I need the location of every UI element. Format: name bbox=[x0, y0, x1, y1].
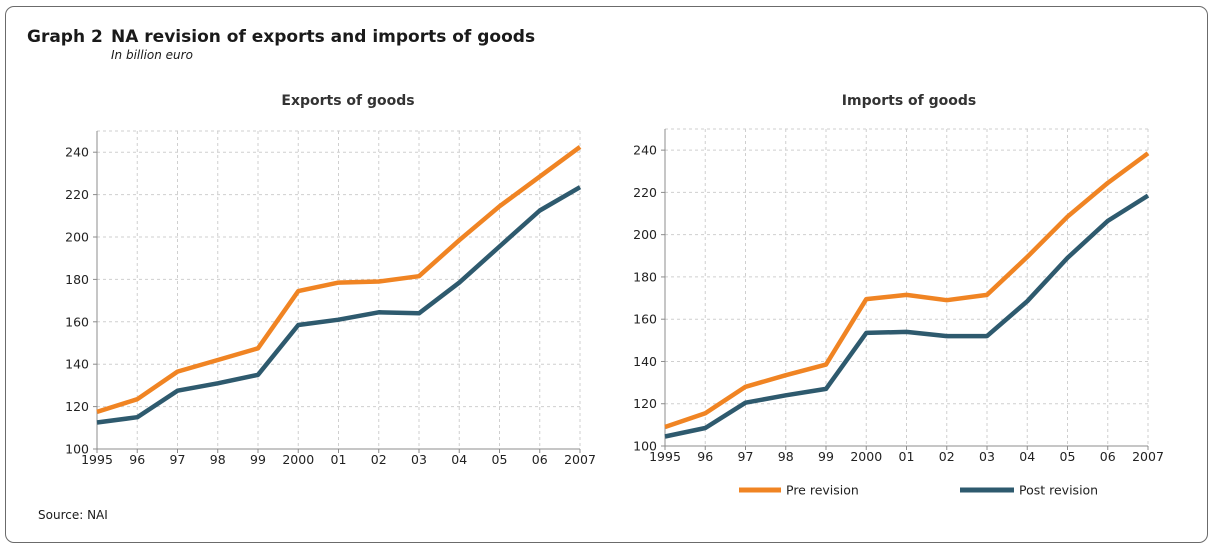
exports-y-tick-label: 140 bbox=[65, 357, 89, 372]
exports-x-tick-label: 1995 bbox=[81, 452, 113, 467]
exports-y-tick-label: 240 bbox=[65, 145, 89, 160]
graph-title: NA revision of exports and imports of go… bbox=[111, 27, 536, 47]
imports-y-tick-label: 220 bbox=[633, 185, 657, 200]
imports-x-tick-label: 05 bbox=[1060, 449, 1076, 464]
exports-x-tick-label: 2007 bbox=[564, 452, 596, 467]
exports-series-line-post-revision bbox=[96, 185, 582, 425]
exports-x-tick-label: 97 bbox=[170, 452, 186, 467]
exports-x-tick-label: 05 bbox=[492, 452, 508, 467]
exports-x-tick-label: 2000 bbox=[282, 452, 314, 467]
exports-x-tick-label: 01 bbox=[331, 452, 347, 467]
graph-subtitle: In billion euro bbox=[111, 48, 193, 62]
exports-chart-title: Exports of goods bbox=[281, 93, 414, 109]
exports-y-tick-label: 180 bbox=[65, 272, 89, 287]
imports-x-tick-label: 97 bbox=[738, 449, 754, 464]
imports-chart-title: Imports of goods bbox=[842, 93, 976, 109]
imports-y-tick-label: 160 bbox=[633, 312, 657, 327]
imports-y-tick-label: 120 bbox=[633, 396, 657, 411]
imports-y-tick-label: 100 bbox=[633, 439, 657, 454]
imports-x-tick-label: 01 bbox=[899, 449, 915, 464]
imports-x-tick-label: 98 bbox=[778, 449, 794, 464]
exports-y-tick-label: 160 bbox=[65, 314, 89, 329]
exports-x-tick-label: 99 bbox=[250, 452, 266, 467]
imports-series-line-post-revision bbox=[664, 193, 1150, 439]
imports-x-tick-label: 02 bbox=[939, 449, 955, 464]
exports-x-tick-label: 04 bbox=[451, 452, 467, 467]
imports-y-tick-label: 180 bbox=[633, 269, 657, 284]
imports-x-tick-label: 96 bbox=[697, 449, 713, 464]
exports-y-tick-label: 220 bbox=[65, 187, 89, 202]
legend-label-pre-revision: Pre revision bbox=[786, 483, 859, 498]
source-note: Source: NAI bbox=[38, 508, 108, 522]
legend-label-post-revision: Post revision bbox=[1019, 483, 1098, 498]
exports-y-tick-label: 100 bbox=[65, 442, 89, 457]
imports-series-line-pre-revision bbox=[664, 151, 1150, 430]
exports-x-tick-label: 96 bbox=[129, 452, 145, 467]
imports-x-tick-label: 99 bbox=[818, 449, 834, 464]
imports-x-tick-label: 06 bbox=[1100, 449, 1116, 464]
imports-x-tick-label: 1995 bbox=[649, 449, 681, 464]
imports-x-tick-label: 03 bbox=[979, 449, 995, 464]
exports-y-tick-label: 200 bbox=[65, 230, 89, 245]
exports-x-tick-label: 02 bbox=[371, 452, 387, 467]
imports-x-tick-label: 2000 bbox=[850, 449, 882, 464]
imports-y-tick-label: 140 bbox=[633, 354, 657, 369]
graph-frame bbox=[5, 6, 1208, 543]
graph-label: Graph 2 bbox=[27, 27, 103, 47]
imports-x-tick-label: 2007 bbox=[1132, 449, 1164, 464]
exports-x-tick-label: 03 bbox=[411, 452, 427, 467]
exports-y-tick-label: 120 bbox=[65, 399, 89, 414]
imports-x-tick-label: 04 bbox=[1019, 449, 1035, 464]
exports-x-tick-label: 98 bbox=[210, 452, 226, 467]
exports-series-line-pre-revision bbox=[96, 145, 582, 415]
imports-y-tick-label: 200 bbox=[633, 227, 657, 242]
imports-y-tick-label: 240 bbox=[633, 143, 657, 158]
exports-x-tick-label: 06 bbox=[532, 452, 548, 467]
